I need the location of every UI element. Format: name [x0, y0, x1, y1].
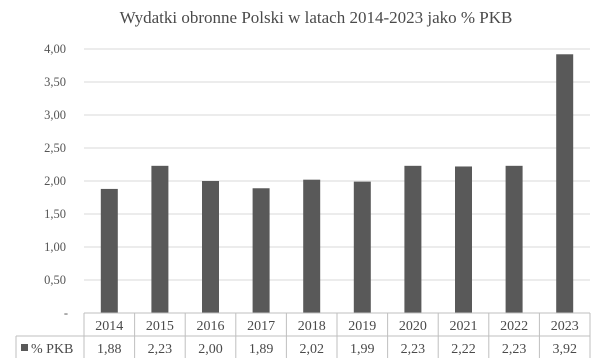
data-label: 2,23	[502, 342, 527, 357]
x-tick-label: 2019	[348, 319, 376, 334]
legend-swatch	[21, 344, 28, 351]
x-tick-label: 2021	[450, 319, 478, 334]
y-tick-label: 2,00	[44, 174, 66, 188]
bars	[100, 54, 574, 313]
bar-2016	[202, 181, 219, 313]
y-tick-label: 1,00	[44, 240, 66, 254]
data-table: 2014 1,88 2015 2,23 2016 2,00 2017 1,89 2018 2,02…	[15, 312, 591, 358]
legend-label: % PKB	[31, 342, 73, 357]
x-tick-label: 2023	[551, 319, 579, 334]
data-label: 2,02	[299, 342, 324, 357]
bar-2019	[353, 181, 371, 313]
x-tick-label: 2017	[247, 319, 275, 334]
data-label: 1,99	[350, 342, 375, 357]
x-tick-label: 2022	[500, 319, 528, 334]
bar-2021	[455, 166, 472, 313]
bar-2014	[100, 188, 118, 313]
data-label: 1,89	[249, 342, 274, 357]
data-label: 2,00	[198, 342, 223, 357]
bar-2018	[303, 179, 321, 313]
bar-2015	[151, 165, 169, 313]
x-tick-label: 2018	[298, 319, 326, 334]
y-tick-label: 2,50	[44, 141, 66, 155]
bar-2020	[404, 165, 422, 313]
bar-2023	[556, 54, 574, 313]
x-tick-label: 2015	[146, 319, 174, 334]
y-tick-label: -	[64, 306, 68, 320]
data-label: 2,23	[401, 342, 426, 357]
y-tick-label: 1,50	[44, 207, 66, 221]
bar-2022	[505, 165, 523, 313]
y-axis-tick-labels: - 0,50 1,00 1,50 2,00 2,50 3,00 3,50 4,00	[44, 42, 68, 320]
x-tick-label: 2014	[95, 319, 123, 334]
data-label: 1,88	[97, 342, 122, 357]
bar-2017	[252, 188, 270, 313]
y-tick-label: 4,00	[44, 42, 66, 56]
x-tick-label: 2020	[399, 319, 427, 334]
data-label: 2,22	[451, 342, 476, 357]
y-tick-label: 3,50	[44, 75, 66, 89]
y-tick-label: 3,00	[44, 108, 66, 122]
x-tick-label: 2016	[197, 319, 225, 334]
data-label: 3,92	[552, 342, 577, 357]
y-tick-label: 0,50	[44, 273, 66, 287]
chart-title: Wydatki obronne Polski w latach 2014-202…	[120, 8, 513, 27]
data-label: 2,23	[148, 342, 173, 357]
